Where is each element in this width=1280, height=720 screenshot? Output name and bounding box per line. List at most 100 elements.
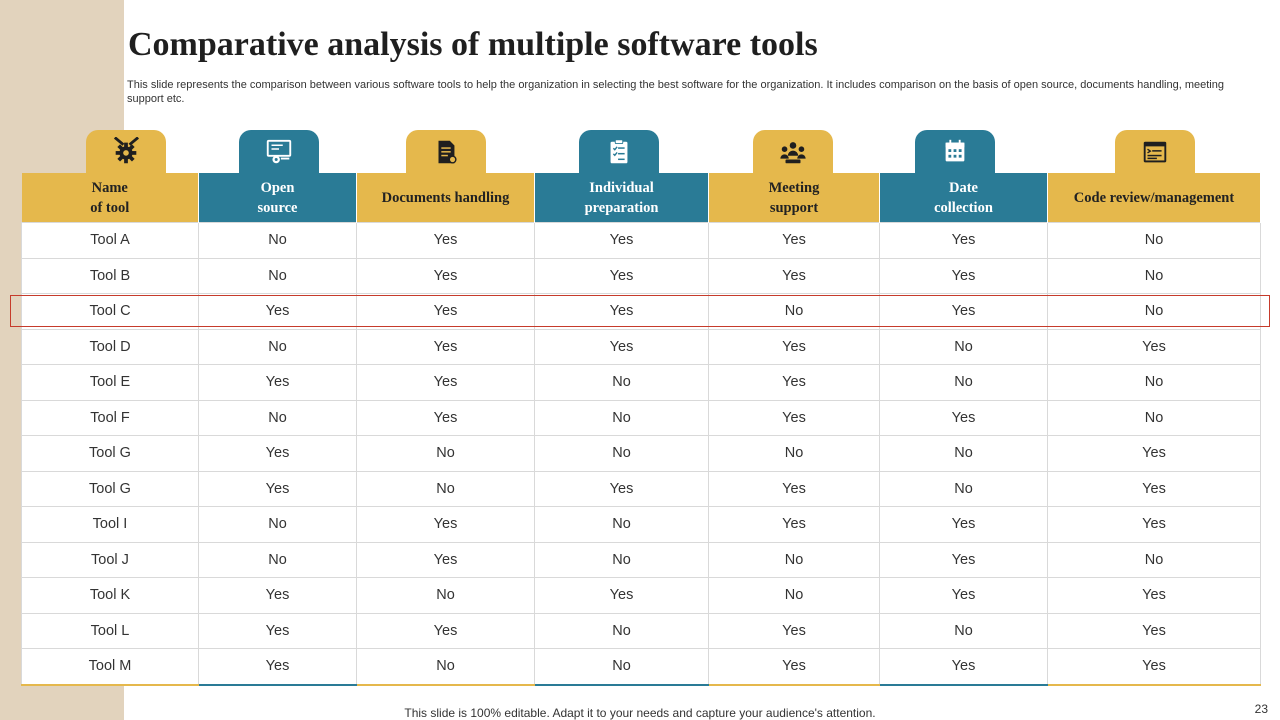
calendar-icon [945, 139, 965, 161]
table-cell: Yes [879, 541, 1048, 578]
table-cell: Yes [708, 648, 880, 686]
table-row: Tool L Yes Yes No Yes No Yes [21, 612, 1261, 649]
table-row: Tool I No Yes No Yes Yes Yes [21, 506, 1261, 543]
table-row: Tool K Yes No Yes No Yes Yes [21, 577, 1261, 614]
table-row: Tool G Yes No Yes Yes No Yes [21, 470, 1261, 507]
table-row: Tool B No Yes Yes Yes Yes No [21, 257, 1261, 294]
footer-note: This slide is 100% editable. Adapt it to… [404, 706, 876, 720]
tool-name-cell: Tool E [21, 364, 199, 401]
header-open-source: Open source [198, 173, 357, 223]
table-cell: Yes [356, 364, 535, 401]
table-cell: No [534, 399, 709, 436]
table-cell: No [1047, 364, 1261, 401]
table-cell: Yes [1047, 577, 1261, 614]
tab-documents-handling [406, 130, 486, 173]
tool-name-cell: Tool B [21, 257, 199, 294]
table-cell: No [1047, 541, 1261, 578]
table-cell: No [879, 364, 1048, 401]
table-cell: Yes [1047, 435, 1261, 472]
table-cell: Yes [879, 293, 1048, 330]
slide-title: Comparative analysis of multiple softwar… [128, 26, 818, 63]
table-row: Tool A No Yes Yes Yes Yes No [21, 222, 1261, 259]
table-cell: Yes [708, 612, 880, 649]
tab-meeting-support [753, 130, 833, 173]
tab-individual-preparation [579, 130, 659, 173]
table-cell: No [879, 470, 1048, 507]
table-cell: No [534, 541, 709, 578]
table-row: Tool E Yes Yes No Yes No No [21, 364, 1261, 401]
table-cell: No [198, 399, 357, 436]
table-cell: Yes [198, 293, 357, 330]
table-cell: Yes [1047, 328, 1261, 365]
table-cell: Yes [356, 293, 535, 330]
tool-name-cell: Tool K [21, 577, 199, 614]
tab-name-of-tool [86, 130, 166, 173]
table-cell: No [534, 364, 709, 401]
document-icon [438, 140, 457, 163]
table-cell: Yes [534, 577, 709, 614]
table-cell: No [708, 435, 880, 472]
table-cell: No [534, 648, 709, 686]
tool-name-cell: Tool D [21, 328, 199, 365]
table-cell: No [1047, 257, 1261, 294]
table-cell: No [534, 612, 709, 649]
table-cell: No [198, 541, 357, 578]
table-cell: Yes [534, 470, 709, 507]
table-cell: Yes [708, 470, 880, 507]
header-date-collection: Date collection [879, 173, 1048, 223]
table-cell: No [879, 328, 1048, 365]
table-cell: Yes [534, 222, 709, 259]
tab-open-source [239, 130, 319, 173]
meeting-group-icon [780, 141, 806, 163]
table-cell: Yes [879, 257, 1048, 294]
table-cell: Yes [198, 612, 357, 649]
table-cell: No [198, 506, 357, 543]
table-cell: Yes [708, 399, 880, 436]
header-individual-preparation: Individual preparation [534, 173, 709, 223]
tool-name-cell: Tool C [21, 293, 199, 330]
table-cell: No [356, 470, 535, 507]
tool-name-cell: Tool I [21, 506, 199, 543]
tool-name-cell: Tool F [21, 399, 199, 436]
table-cell: No [708, 293, 880, 330]
header-meeting-support: Meeting support [708, 173, 880, 223]
code-window-icon [1143, 141, 1167, 162]
clipboard-checklist-icon [610, 138, 628, 163]
table-cell: No [356, 435, 535, 472]
monitor-settings-icon [266, 139, 292, 163]
tool-name-cell: Tool G [21, 435, 199, 472]
table-cell: Yes [356, 399, 535, 436]
table-row: Tool C Yes Yes Yes No Yes No [21, 293, 1261, 330]
table-cell: No [1047, 399, 1261, 436]
table-cell: No [198, 328, 357, 365]
table-cell: No [708, 577, 880, 614]
table-row: Tool D No Yes Yes Yes No Yes [21, 328, 1261, 365]
table-cell: Yes [356, 612, 535, 649]
table-cell: Yes [534, 257, 709, 294]
table-cell: Yes [1047, 470, 1261, 507]
table-cell: Yes [708, 328, 880, 365]
table-cell: No [534, 506, 709, 543]
table-cell: No [198, 222, 357, 259]
tool-name-cell: Tool M [21, 648, 199, 686]
table-cell: No [1047, 222, 1261, 259]
comparison-table: Name of tool Open source Documents handlin… [21, 173, 1261, 686]
table-cell: No [708, 541, 880, 578]
table-cell: Yes [708, 257, 880, 294]
page-number: 23 [1254, 702, 1268, 716]
table-cell: Yes [879, 399, 1048, 436]
table-cell: No [356, 648, 535, 686]
table-cell: Yes [198, 364, 357, 401]
table-cell: Yes [879, 506, 1048, 543]
tool-name-cell: Tool A [21, 222, 199, 259]
table-cell: Yes [534, 293, 709, 330]
table-row: Tool F No Yes No Yes Yes No [21, 399, 1261, 436]
table-cell: Yes [1047, 648, 1261, 686]
tool-name-cell: Tool J [21, 541, 199, 578]
header-code-review: Code review/management [1047, 173, 1261, 223]
table-row: Tool M Yes No No Yes Yes Yes [21, 648, 1261, 686]
gear-tools-icon [113, 136, 140, 163]
table-cell: Yes [708, 506, 880, 543]
tool-name-cell: Tool G [21, 470, 199, 507]
table-cell: Yes [534, 328, 709, 365]
